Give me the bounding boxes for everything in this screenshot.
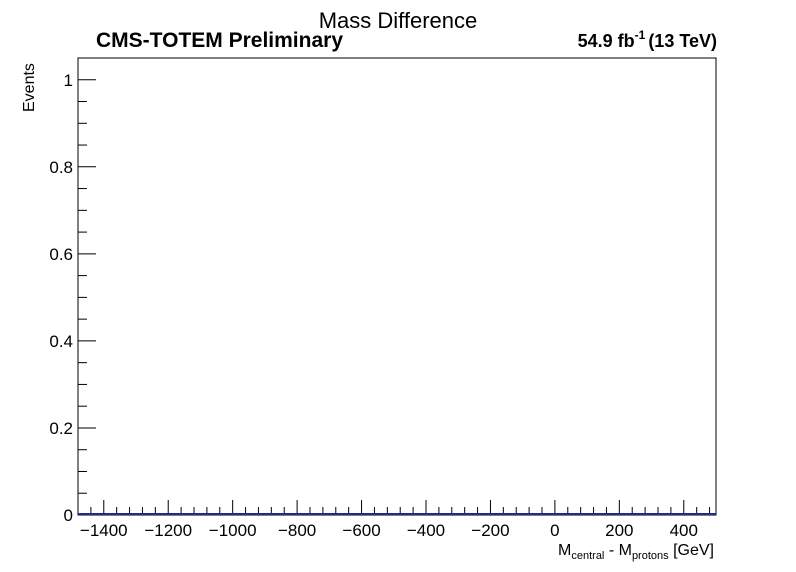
luminosity-exponent: -1	[635, 28, 646, 42]
y-tick-label: 0.8	[49, 158, 73, 177]
x-tick-label: −200	[471, 521, 509, 540]
x-axis-title-mid: - M	[604, 542, 632, 559]
y-tick-label: 0.2	[49, 419, 73, 438]
x-axis-title-sub2: protons	[632, 550, 669, 562]
experiment-label: CMS-TOTEM Preliminary	[96, 29, 343, 52]
x-tick-label: 400	[670, 521, 698, 540]
luminosity-value: 54.9 fb	[578, 31, 635, 51]
y-tick-label: 1	[64, 71, 73, 90]
x-tick-label: 200	[605, 521, 633, 540]
x-tick-label: −1000	[209, 521, 257, 540]
x-axis-title: Mcentral - Mprotons [GeV]	[558, 542, 714, 562]
x-tick-label: −400	[407, 521, 445, 540]
x-tick-label: 0	[550, 521, 559, 540]
x-tick-label: −1400	[80, 521, 128, 540]
x-tick-label: −1200	[144, 521, 192, 540]
y-tick-label: 0	[64, 506, 73, 525]
y-tick-label: 0.4	[49, 332, 73, 351]
x-tick-label: −800	[278, 521, 316, 540]
y-axis-title: Events	[21, 63, 38, 112]
luminosity-energy: (13 TeV)	[648, 31, 717, 51]
x-axis-title-unit: [GeV]	[669, 542, 714, 559]
x-axis-title-sub1: central	[571, 550, 604, 562]
chart-title: Mass Difference	[319, 8, 478, 33]
luminosity-label: 54.9 fb-1 (13 TeV)	[578, 28, 717, 51]
x-axis-title-m1: M	[558, 542, 571, 559]
y-tick-label: 0.6	[49, 245, 73, 264]
plot-frame	[77, 57, 717, 516]
x-tick-label: −600	[342, 521, 380, 540]
